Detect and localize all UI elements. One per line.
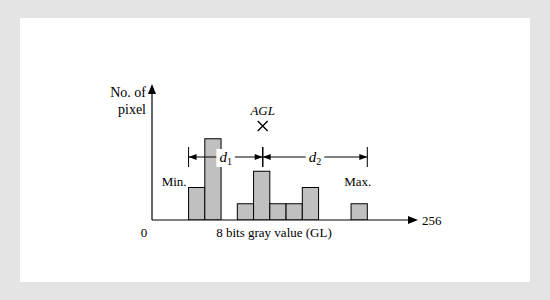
label-background [306, 149, 325, 167]
dimension-label: d1 [219, 149, 232, 167]
bar [189, 188, 205, 221]
x-tick-label: 256 [422, 213, 442, 228]
x-axis [152, 219, 412, 220]
bar [237, 204, 253, 220]
bar [254, 171, 270, 220]
extreme-label: Max. [344, 174, 371, 189]
bar [270, 204, 286, 220]
agl-marker [258, 121, 268, 131]
y-axis-arrow [148, 84, 156, 94]
dimension-arrowhead [255, 154, 263, 160]
bar [302, 188, 318, 221]
panel [20, 18, 530, 282]
dimension-arrowhead [359, 154, 367, 160]
bar [351, 204, 367, 220]
chart: 0 256 8 bits gray value (GL) AGL Min. Max. d1 d… [0, 0, 550, 300]
dimension-label: d2 [309, 149, 322, 167]
x-axis-arrow [408, 216, 418, 224]
x-axis-label: 8 bits gray value (GL) [216, 225, 332, 240]
agl-label: AGL [249, 103, 275, 118]
extreme-label: Min. [162, 174, 187, 189]
dimension-arrowhead [189, 154, 197, 160]
bar [286, 204, 302, 220]
y-axis [151, 90, 152, 220]
y-axis-label: No. of pixel [96, 84, 146, 118]
x-tick-label: 0 [141, 225, 148, 240]
dimension-arrowhead [263, 154, 271, 160]
bars [189, 139, 368, 220]
label-background [216, 149, 235, 167]
